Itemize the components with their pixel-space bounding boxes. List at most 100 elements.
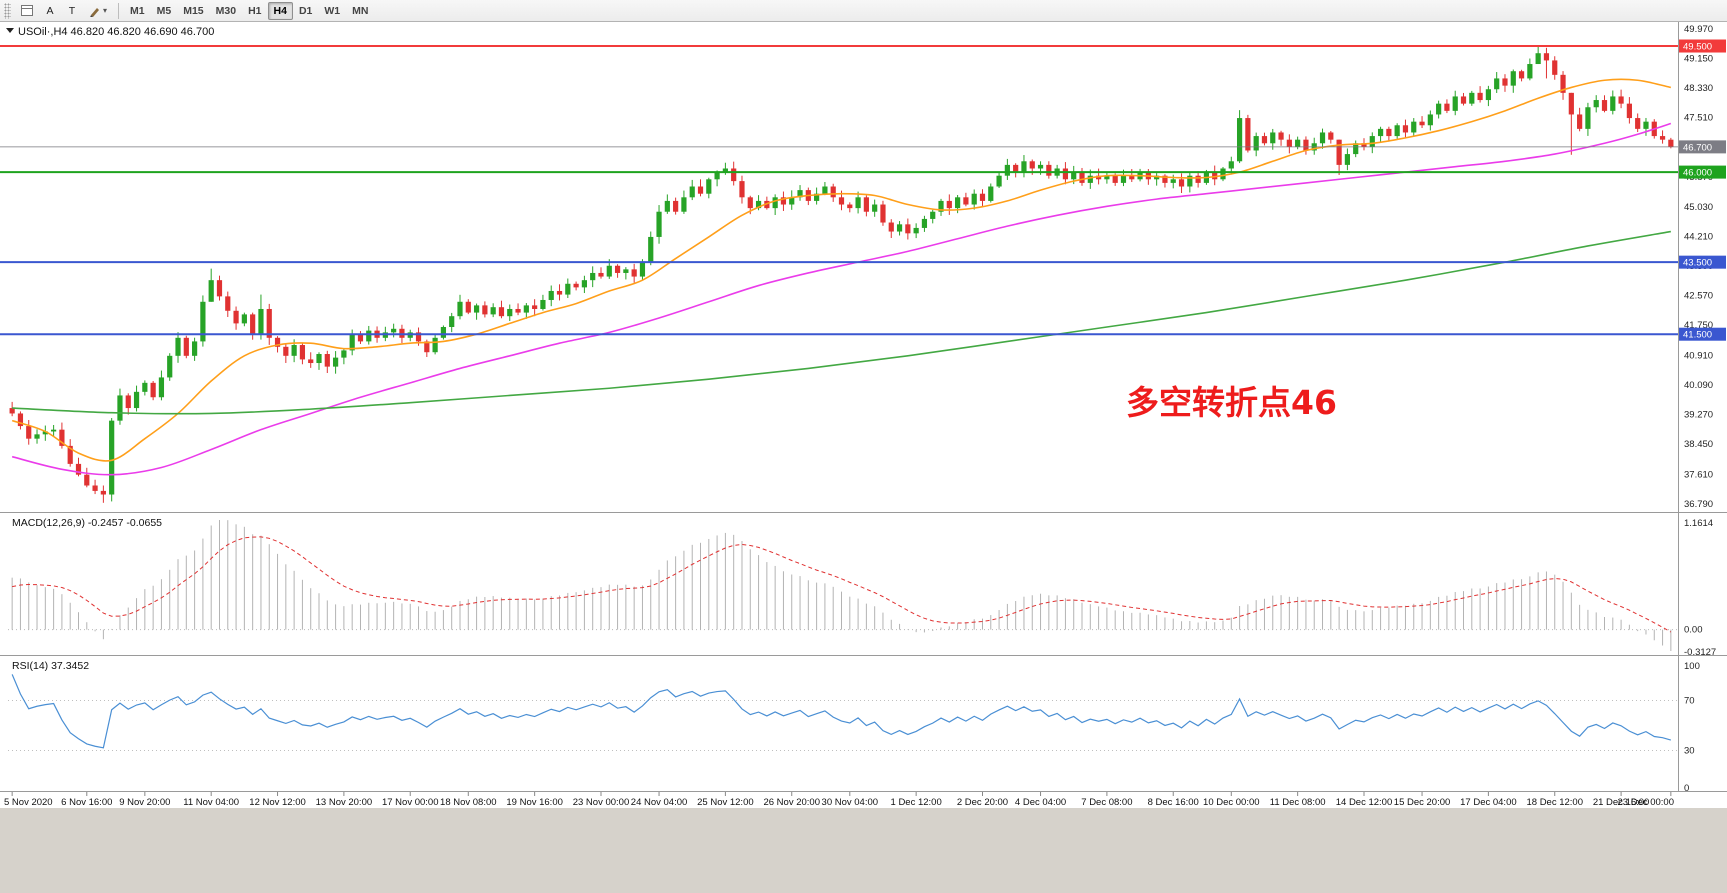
candle-up: [1535, 53, 1541, 65]
candle-down: [1336, 139, 1342, 165]
candle-up: [1319, 132, 1326, 144]
candle-down: [1386, 128, 1392, 137]
candle-up: [291, 345, 297, 356]
timeframe-h4-button[interactable]: H4: [267, 1, 293, 20]
candle-down: [979, 193, 986, 201]
time-axis-label: 23 Dec 00:00: [1617, 797, 1674, 808]
candle-up: [1485, 89, 1491, 101]
candle-down: [1261, 136, 1268, 144]
candle-down: [216, 280, 223, 297]
candle-up: [1469, 92, 1475, 104]
time-axis-label: 24 Nov 04:00: [631, 797, 688, 808]
candle-down: [150, 382, 156, 398]
candle-up: [1071, 172, 1077, 180]
time-axis-label: 18 Dec 12:00: [1526, 797, 1583, 808]
candle-down: [1402, 125, 1409, 133]
rsi-scale-label: 100: [1684, 661, 1700, 672]
toolbar-grip[interactable]: [4, 2, 11, 19]
price-scale-label: 36.790: [1684, 499, 1713, 510]
candle-down: [1618, 96, 1624, 104]
brush-icon: [90, 7, 99, 17]
candle-up: [1187, 175, 1193, 187]
candle-up: [1494, 78, 1500, 90]
price-badge: [1679, 327, 1726, 341]
price-badge: [1679, 140, 1726, 154]
time-axis-label: 18 Nov 08:00: [440, 797, 497, 808]
timeframe-m5-button[interactable]: M5: [151, 2, 178, 20]
candle-up: [896, 224, 903, 232]
candle-up: [473, 305, 480, 313]
ohlc-info-line: USOil·,H4 46.820 46.820 46.690 46.700: [18, 26, 214, 38]
candle-up: [1236, 118, 1243, 162]
timeframe-m15-button[interactable]: M15: [177, 2, 209, 20]
brush-style-button[interactable]: ▾: [83, 2, 113, 20]
candle-down: [1518, 71, 1525, 79]
insert-text-a-button[interactable]: A: [39, 2, 61, 20]
time-axis-label: 5 Nov 2020: [4, 797, 53, 808]
candle-down: [1477, 92, 1483, 101]
candle-up: [341, 350, 347, 358]
candle-down: [1601, 100, 1608, 111]
rsi-scale-label: 0: [1684, 783, 1689, 794]
candle-up: [913, 227, 919, 234]
timeframe-mn-button[interactable]: MN: [346, 2, 374, 20]
candle-down: [1560, 74, 1566, 93]
candle-down: [498, 307, 505, 317]
candles-layer[interactable]: [9, 46, 1674, 503]
price-scale[interactable]: 49.97049.15048.33047.51046.69045.87045.0…: [1679, 24, 1726, 794]
candle-down: [424, 341, 430, 353]
candle-up: [722, 168, 728, 173]
timeframe-h1-button[interactable]: H1: [242, 2, 267, 20]
candle-up: [432, 337, 438, 353]
text-label-t-button[interactable]: T: [61, 2, 83, 20]
candle-down: [1245, 118, 1251, 151]
candle-up: [1170, 179, 1176, 183]
time-axis-label: 6 Nov 16:00: [61, 797, 112, 808]
candle-down: [9, 408, 15, 414]
time-axis-label: 26 Nov 20:00: [763, 797, 820, 808]
candle-up: [639, 262, 646, 277]
candle-up: [1411, 121, 1417, 133]
chart-window-button[interactable]: [15, 2, 39, 20]
candle-up: [988, 186, 994, 201]
candle-up: [1120, 175, 1127, 183]
candle-down: [1162, 175, 1168, 183]
candle-up: [755, 200, 762, 209]
horizontal-lines-layer[interactable]: [0, 45, 1678, 336]
chart-canvas[interactable]: USOil·,H4 46.820 46.820 46.690 46.700 MA…: [0, 22, 1727, 893]
time-axis-label: 21 Dec 16:00: [1593, 797, 1650, 808]
candle-up: [797, 190, 803, 198]
candle-down: [1419, 121, 1425, 126]
candle-up: [1585, 107, 1591, 129]
candle-down: [1212, 172, 1218, 180]
candle-up: [1394, 125, 1400, 137]
candle-up: [623, 269, 629, 273]
candle-up: [1270, 132, 1276, 144]
candle-down: [415, 332, 422, 342]
rsi-line: [11, 674, 1672, 749]
candle-down: [532, 305, 538, 309]
price-scale-label: 41.750: [1684, 320, 1713, 331]
candle-down: [250, 314, 256, 335]
symbol-dropdown-icon[interactable]: [6, 28, 14, 33]
candle-up: [872, 204, 878, 212]
candle-up: [1253, 136, 1259, 151]
time-axis[interactable]: 5 Nov 2020 6 Nov 16:00 9 Nov 20:00 11 Nov 0…: [4, 792, 1674, 808]
timeframe-w1-button[interactable]: W1: [318, 2, 346, 20]
candle-up: [109, 420, 115, 495]
candle-up: [316, 354, 322, 364]
time-axis-label: 10 Dec 00:00: [1203, 797, 1260, 808]
candle-up: [457, 301, 463, 317]
candle-up: [1228, 161, 1234, 169]
timeframe-d1-button[interactable]: D1: [293, 2, 318, 20]
price-scale-label: 47.510: [1684, 113, 1713, 124]
candle-down: [573, 283, 579, 288]
time-axis-label: 17 Nov 00:00: [382, 797, 439, 808]
price-badge-label: 49.500: [1683, 42, 1712, 53]
timeframe-m30-button[interactable]: M30: [210, 2, 242, 20]
candle-up: [1344, 154, 1351, 165]
candle-down: [631, 269, 637, 277]
candle-up: [664, 200, 670, 212]
timeframe-m1-button[interactable]: M1: [124, 2, 151, 20]
candle-up: [789, 197, 795, 205]
